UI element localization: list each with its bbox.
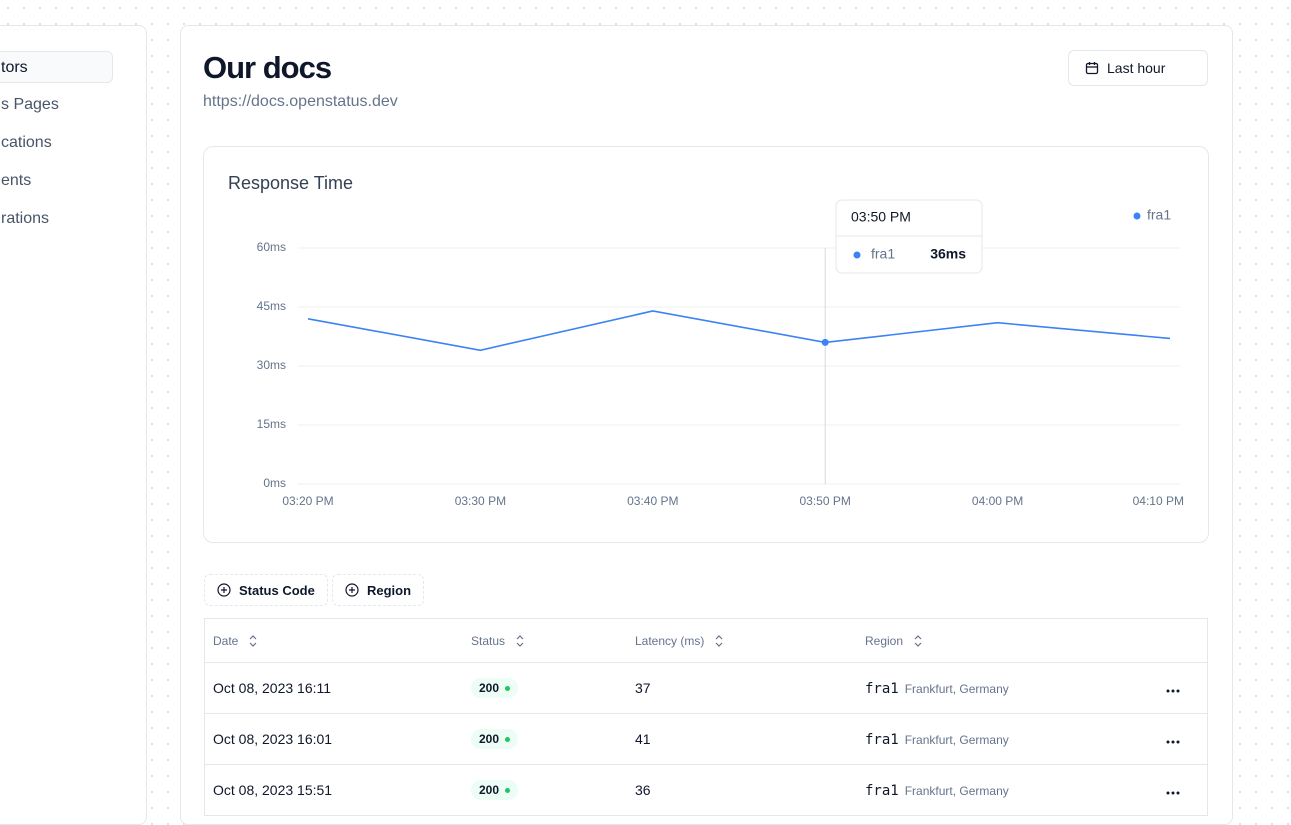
chart: Response Time 0ms 15ms 30ms 45ms 60ms 03:20 P… bbox=[228, 173, 1184, 508]
results-table: Date Status Latency (ms) Region Oct 08, 2023… bbox=[204, 618, 1208, 816]
status-dot bbox=[505, 787, 511, 793]
column-header[interactable]: Region bbox=[857, 618, 1158, 663]
column-header[interactable]: Status bbox=[463, 618, 627, 663]
tooltip-series: fra1 bbox=[871, 246, 895, 262]
tooltip-swatch bbox=[853, 251, 861, 259]
latency-cell: 41 bbox=[627, 713, 857, 765]
column-label: Status bbox=[471, 633, 506, 648]
column-header[interactable]: Date bbox=[204, 618, 463, 663]
status-badge: 200 bbox=[471, 729, 519, 749]
region-code: fra1 bbox=[865, 680, 899, 697]
latency-cell: 37 bbox=[627, 662, 857, 714]
legend-label: fra1 bbox=[1147, 207, 1171, 223]
calendar-icon bbox=[1085, 62, 1099, 75]
column-header[interactable]: Latency (ms) bbox=[627, 618, 857, 663]
sort-icon bbox=[715, 635, 723, 648]
plus-icon bbox=[345, 583, 359, 597]
status-code: 200 bbox=[479, 681, 500, 695]
sidebar: tors s Pages cations ents rations bbox=[0, 25, 147, 825]
sort-icon bbox=[516, 635, 524, 648]
x-tick-label: 03:20 PM bbox=[282, 494, 333, 508]
x-tick-label: 03:50 PM bbox=[800, 494, 851, 508]
status-code: 200 bbox=[479, 783, 500, 797]
tooltip: 03:50 PM fra1 36ms bbox=[835, 199, 983, 274]
region-cell: fra1 Frankfurt, Germany bbox=[857, 713, 1158, 765]
more-icon[interactable] bbox=[1166, 791, 1180, 795]
date-cell: Oct 08, 2023 16:01 bbox=[204, 713, 463, 765]
date-cell: Oct 08, 2023 15:51 bbox=[204, 764, 463, 816]
monitor-url: https://docs.openstatus.dev bbox=[203, 93, 398, 110]
region-location: Frankfurt, Germany bbox=[904, 681, 1009, 696]
nav-item[interactable]: cations bbox=[1, 134, 52, 151]
line-series bbox=[307, 310, 1171, 352]
row-actions[interactable] bbox=[1158, 713, 1208, 765]
status-dot bbox=[505, 685, 511, 691]
filter-button[interactable]: Status Code bbox=[204, 574, 328, 606]
time-range-label: Last hour bbox=[1107, 60, 1166, 76]
column-label: Date bbox=[213, 633, 239, 648]
region-location: Frankfurt, Germany bbox=[904, 732, 1009, 747]
column-label: Region bbox=[865, 633, 904, 648]
more-icon[interactable] bbox=[1166, 689, 1180, 693]
filter-label: Region bbox=[367, 582, 412, 598]
actions-header bbox=[1158, 618, 1208, 663]
chart-title: Response Time bbox=[228, 173, 353, 193]
x-tick-label: 03:40 PM bbox=[627, 494, 678, 508]
nav-item[interactable]: rations bbox=[1, 210, 50, 227]
time-range-button[interactable]: Last hour bbox=[1068, 50, 1208, 86]
region-code: fra1 bbox=[865, 782, 899, 799]
x-tick-label: 03:30 PM bbox=[455, 494, 506, 508]
region-cell: fra1 Frankfurt, Germany bbox=[857, 662, 1158, 714]
region-cell: fra1 Frankfurt, Germany bbox=[857, 764, 1158, 816]
status-code: 200 bbox=[479, 732, 500, 746]
sort-icon bbox=[249, 635, 257, 648]
region-location: Frankfurt, Germany bbox=[904, 783, 1009, 798]
y-tick-label: 60ms bbox=[257, 240, 286, 254]
legend-swatch bbox=[1133, 212, 1141, 220]
table-row[interactable]: Oct 08, 2023 15:51 200 36 fra1 Frankfurt, Ge… bbox=[204, 764, 1208, 816]
nav-item[interactable]: tors bbox=[0, 51, 113, 83]
date-cell: Oct 08, 2023 16:11 bbox=[204, 662, 463, 714]
tooltip-title: 03:50 PM bbox=[851, 209, 911, 225]
status-badge: 200 bbox=[471, 678, 519, 698]
filter-button[interactable]: Region bbox=[332, 574, 425, 606]
column-label: Latency (ms) bbox=[635, 633, 705, 648]
nav-item[interactable]: s Pages bbox=[1, 96, 59, 113]
row-actions[interactable] bbox=[1158, 764, 1208, 816]
filter-label: Status Code bbox=[239, 582, 315, 598]
chart-card: Response Time 0ms 15ms 30ms 45ms 60ms 03:20 P… bbox=[203, 146, 1209, 543]
nav-item[interactable]: ents bbox=[1, 172, 32, 189]
status-dot bbox=[505, 736, 511, 742]
region-code: fra1 bbox=[865, 731, 899, 748]
status-cell: 200 bbox=[463, 764, 627, 816]
status-cell: 200 bbox=[463, 662, 627, 714]
page-title: Our docs bbox=[203, 50, 332, 85]
y-tick-label: 0ms bbox=[263, 476, 286, 490]
y-tick-label: 30ms bbox=[257, 358, 286, 372]
y-tick-label: 15ms bbox=[257, 417, 286, 431]
status-cell: 200 bbox=[463, 713, 627, 765]
more-icon[interactable] bbox=[1166, 740, 1180, 744]
table-row[interactable]: Oct 08, 2023 16:01 200 41 fra1 Frankfurt, Ge… bbox=[204, 713, 1208, 765]
sort-icon bbox=[914, 635, 922, 648]
y-tick-label: 45ms bbox=[257, 299, 286, 313]
latency-cell: 36 bbox=[627, 764, 857, 816]
active-dot bbox=[821, 338, 829, 346]
row-actions[interactable] bbox=[1158, 662, 1208, 714]
x-tick-label: 04:10 PM bbox=[1133, 494, 1184, 508]
table-row[interactable]: Oct 08, 2023 16:11 200 37 fra1 Frankfurt, Ge… bbox=[204, 662, 1208, 714]
plus-icon bbox=[217, 583, 231, 597]
status-badge: 200 bbox=[471, 780, 519, 800]
tooltip-value: 36ms bbox=[930, 246, 966, 262]
x-tick-label: 04:00 PM bbox=[972, 494, 1023, 508]
